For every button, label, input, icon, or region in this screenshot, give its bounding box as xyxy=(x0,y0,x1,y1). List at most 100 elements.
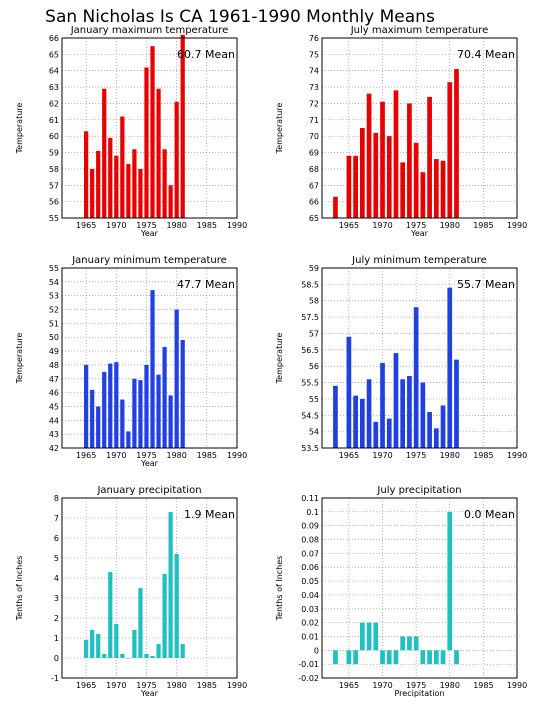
chart-jan-max: 55 56 57 58 59 60 61 62 63 64 65 66 1965 1970 1975 1980… xyxy=(15,25,247,238)
y-tick-label: 58 xyxy=(309,297,319,306)
bar xyxy=(168,512,173,658)
bar xyxy=(407,103,412,218)
y-tick-label: 54 xyxy=(49,278,59,287)
x-tick-label: 1980 xyxy=(440,681,460,690)
x-tick-label: 1970 xyxy=(372,451,392,460)
plot-frame xyxy=(61,267,238,449)
bar xyxy=(420,172,426,218)
bar xyxy=(393,650,399,665)
y-tick-label: 55 xyxy=(49,214,59,223)
y-tick-label: 0.08 xyxy=(301,536,319,545)
x-tick-label: 1970 xyxy=(106,451,126,460)
bar xyxy=(84,640,89,658)
x-tick-label: 1970 xyxy=(372,221,392,230)
bar xyxy=(102,88,107,219)
y-tick-label: 67 xyxy=(309,181,319,190)
page-title: San Nicholas Is CA 1961-1990 Monthly Mea… xyxy=(45,7,435,27)
bar xyxy=(168,395,173,448)
x-axis-label: Year xyxy=(140,229,159,238)
bar xyxy=(132,378,137,448)
y-tick-label: 60 xyxy=(49,132,59,141)
bar xyxy=(120,399,125,448)
y-tick-label: 46 xyxy=(49,389,59,398)
y-tick-label: 75 xyxy=(309,50,319,59)
y-tick-label: 0.01 xyxy=(301,632,319,641)
x-tick-label: 1970 xyxy=(372,681,392,690)
bar xyxy=(346,650,352,665)
chart-jan-min: 42 43 44 45 46 47 48 49 50 51 52 53 54 55 1965 1970 1975… xyxy=(15,255,247,468)
x-tick-label: 1975 xyxy=(406,221,426,230)
mean-label: 55.7 Mean xyxy=(457,278,515,291)
y-tick-label: 66 xyxy=(49,34,59,43)
y-tick-label: 52 xyxy=(49,306,59,315)
bar xyxy=(144,67,149,218)
bar xyxy=(413,636,419,651)
bar xyxy=(366,93,372,218)
y-tick-label: 0.06 xyxy=(301,563,319,572)
bar xyxy=(433,650,439,665)
bar xyxy=(96,406,101,448)
y-tick-label: 58 xyxy=(49,165,59,174)
bar xyxy=(108,137,113,218)
bar xyxy=(447,287,453,448)
y-tick-label: -0.02 xyxy=(298,674,319,683)
x-tick-label: 1975 xyxy=(406,451,426,460)
y-tick-label: 49 xyxy=(49,347,59,356)
bar xyxy=(156,88,161,219)
bar xyxy=(380,650,385,665)
chart-title: January minimum temperature xyxy=(71,255,227,266)
y-tick-label: 3 xyxy=(54,594,59,603)
x-tick-label: 1990 xyxy=(227,221,247,230)
y-tick-label: 65 xyxy=(309,214,319,223)
x-tick-label: 1980 xyxy=(440,221,460,230)
bar xyxy=(144,364,149,448)
bar xyxy=(126,431,131,448)
bar xyxy=(440,160,446,218)
bar xyxy=(413,307,419,448)
plot-frame xyxy=(321,37,518,219)
y-tick-label: 61 xyxy=(49,116,59,125)
bar xyxy=(138,380,143,448)
x-tick-label: 1970 xyxy=(106,681,126,690)
x-tick-label: 1990 xyxy=(507,451,527,460)
x-tick-label: 1985 xyxy=(473,681,493,690)
y-tick-label: 71 xyxy=(309,116,319,125)
bar xyxy=(353,395,358,448)
bar xyxy=(366,622,372,651)
bar xyxy=(120,116,125,218)
y-tick-label: 43 xyxy=(49,430,59,439)
x-tick-label: 1975 xyxy=(136,451,156,460)
bar xyxy=(386,650,392,665)
x-tick-label: 1985 xyxy=(473,221,493,230)
y-axis-label: Temperature xyxy=(275,103,284,155)
bar xyxy=(132,630,137,658)
bar xyxy=(407,376,412,448)
y-tick-label: 42 xyxy=(49,444,59,453)
y-tick-label: 50 xyxy=(49,333,59,342)
mean-label: 70.4 Mean xyxy=(457,48,515,61)
y-tick-label: 58.5 xyxy=(301,280,319,289)
x-tick-label: 1985 xyxy=(197,681,217,690)
y-tick-label: 63 xyxy=(49,83,59,92)
bar xyxy=(102,371,107,448)
y-tick-label: 55.5 xyxy=(301,379,319,388)
y-tick-label: 0.11 xyxy=(301,494,319,503)
y-tick-label: 44 xyxy=(49,416,59,425)
y-tick-label: 2 xyxy=(54,614,59,623)
bar xyxy=(359,622,365,651)
x-axis-label: Year xyxy=(140,689,159,698)
plot-frame xyxy=(61,497,238,679)
y-tick-label: 62 xyxy=(49,99,59,108)
chart-title: July minimum temperature xyxy=(351,255,487,266)
x-axis-label: Year xyxy=(140,459,159,468)
y-tick-label: 55 xyxy=(309,395,319,404)
y-tick-label: 0.07 xyxy=(301,549,319,558)
bar xyxy=(440,650,446,665)
x-tick-label: 1985 xyxy=(197,451,217,460)
y-tick-label: 56 xyxy=(49,198,59,207)
chart-jan-precip: -1 0 1 2 3 4 5 6 7 8 1965 1970 1975 1980 1985 1990 Janua… xyxy=(15,485,247,698)
bar xyxy=(168,185,173,218)
bar xyxy=(420,650,426,665)
x-tick-label: 1965 xyxy=(76,681,96,690)
bar xyxy=(156,374,161,448)
